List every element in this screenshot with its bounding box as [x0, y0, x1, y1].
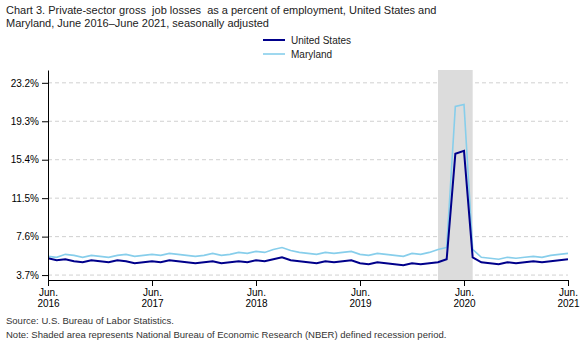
- legend: United States Maryland: [263, 35, 351, 60]
- x-tick: Jun.2016: [37, 280, 60, 309]
- y-tick-label: 3.7%: [16, 270, 39, 281]
- y-tick-mark: [42, 198, 48, 199]
- y-axis-line: [48, 71, 49, 281]
- y-axis: 3.7% 7.6% 11.5% 15.4% 19.3% 23.2%: [11, 71, 49, 281]
- x-tick-label: Jun.2017: [141, 287, 164, 309]
- x-tick: Jun.2019: [349, 280, 372, 309]
- y-tick: 7.6%: [16, 231, 48, 242]
- x-tick-label-line: Jun.: [143, 287, 162, 298]
- x-tick-label-line: Jun.: [39, 287, 58, 298]
- y-tick: 23.2%: [11, 78, 48, 89]
- series-line: [48, 105, 568, 260]
- x-tick-label-line: 2019: [349, 298, 372, 309]
- y-tick-mark: [42, 275, 48, 276]
- chart: Chart 3. Private-sector gross job losses…: [0, 0, 583, 346]
- title-line: Chart 3. Private-sector gross job losses…: [6, 4, 436, 16]
- x-tick-mark: [48, 280, 49, 286]
- x-tick-label-line: 2017: [141, 298, 164, 309]
- grid-line: [48, 159, 568, 160]
- x-tick-label-line: Jun.: [455, 287, 474, 298]
- series-line: [48, 151, 568, 265]
- x-tick-label-line: 2016: [37, 298, 60, 309]
- x-tick-label-line: Jun.: [559, 287, 578, 298]
- y-tick-label: 15.4%: [11, 154, 39, 165]
- y-tick-mark: [42, 237, 48, 238]
- x-tick-label-line: Jun.: [247, 287, 266, 298]
- x-tick-label-line: 2021: [557, 298, 580, 309]
- x-tick-label: Jun.2018: [245, 287, 268, 309]
- y-tick-label: 7.6%: [16, 231, 39, 242]
- y-tick-label: 19.3%: [11, 116, 39, 127]
- legend-label: Maryland: [291, 49, 332, 60]
- x-tick: Jun.2018: [245, 280, 268, 309]
- legend-item: Maryland: [263, 49, 332, 60]
- grid-line: [48, 236, 568, 237]
- x-tick-mark: [256, 280, 257, 286]
- x-tick-mark: [360, 280, 361, 286]
- legend-item: United States: [263, 35, 351, 46]
- x-tick-label: Jun.2019: [349, 287, 372, 309]
- y-tick-mark: [42, 121, 48, 122]
- y-tick: 11.5%: [11, 193, 48, 204]
- y-tick-mark: [42, 160, 48, 161]
- grid: [48, 83, 568, 275]
- legend-swatch: [263, 53, 285, 55]
- y-tick: 15.4%: [11, 154, 48, 165]
- x-tick-mark: [464, 280, 465, 286]
- title-line: Maryland, June 2016–June 2021, seasonall…: [6, 17, 269, 29]
- x-tick-mark: [568, 280, 569, 286]
- grid-line: [48, 82, 568, 83]
- x-tick-label: Jun.2021: [557, 287, 580, 309]
- marks: [48, 70, 568, 280]
- y-tick: 19.3%: [11, 116, 48, 127]
- title: Chart 3. Private-sector gross job losses…: [6, 4, 436, 29]
- x-tick-label: Jun.2016: [37, 287, 60, 309]
- annotation: Note: Shaded area represents National Bu…: [6, 329, 446, 340]
- y-tick-label: 11.5%: [11, 193, 39, 204]
- x-tick: Jun.2017: [141, 280, 164, 309]
- y-tick-mark: [42, 83, 48, 84]
- x-tick: Jun.2020: [453, 280, 476, 309]
- y-tick-label: 23.2%: [11, 78, 39, 89]
- x-tick-label-line: Jun.: [351, 287, 370, 298]
- x-tick-mark: [152, 280, 153, 286]
- x-tick-label-line: 2018: [245, 298, 268, 309]
- annotation: Source: U.S. Bureau of Labor Statistics.: [6, 315, 174, 326]
- x-tick-label: Jun.2020: [453, 287, 476, 309]
- x-axis-line: [49, 280, 569, 281]
- grid-line: [48, 121, 568, 122]
- legend-label: United States: [291, 35, 351, 46]
- x-tick: Jun.2021: [557, 280, 580, 309]
- plot: 3.7%7.6%11.5%15.4%19.3%23.2%Jun.2016Jun.…: [11, 70, 580, 309]
- grid-line: [48, 275, 568, 276]
- grid-line: [48, 198, 568, 199]
- legend-swatch: [263, 39, 285, 41]
- y-tick: 3.7%: [16, 270, 48, 281]
- x-tick-label-line: 2020: [453, 298, 476, 309]
- x-axis: Jun.2016Jun.2017Jun.2018Jun.2019Jun.2020…: [37, 280, 580, 309]
